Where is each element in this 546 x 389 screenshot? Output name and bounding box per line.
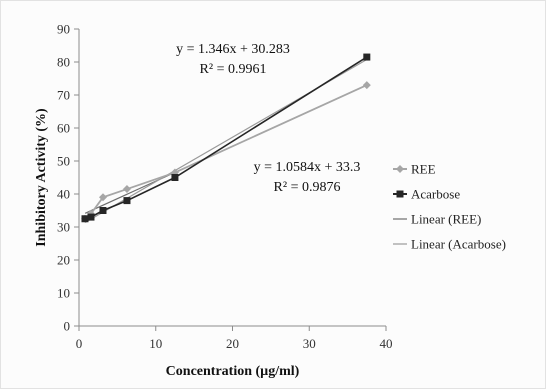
y-tick-label: 0 bbox=[64, 319, 71, 334]
legend-square-icon bbox=[396, 190, 404, 198]
x-tick-label: 0 bbox=[76, 336, 83, 351]
ree-trend-equation: y = 1.0584x + 33.3 bbox=[254, 160, 361, 175]
legend-label-linear-acarbose: Linear (Acarbose) bbox=[411, 237, 506, 252]
legend-diamond-icon bbox=[396, 165, 404, 173]
legend-label-linear-ree: Linear (REE) bbox=[411, 212, 481, 227]
y-tick-label: 30 bbox=[57, 220, 70, 235]
x-tick-label: 20 bbox=[226, 336, 239, 351]
legend-label-ree: REE bbox=[411, 162, 436, 177]
x-axis-title: Concentration (µg/ml) bbox=[166, 364, 300, 379]
x-tick-label: 30 bbox=[303, 336, 316, 351]
acarbose-trend-equation: y = 1.346x + 30.283 bbox=[176, 42, 290, 57]
acarbose-point bbox=[99, 207, 107, 214]
y-tick-label: 70 bbox=[57, 88, 70, 103]
y-tick-label: 80 bbox=[57, 55, 70, 70]
ree-point bbox=[98, 193, 107, 202]
x-tick-label: 10 bbox=[149, 336, 162, 351]
y-tick-label: 90 bbox=[57, 22, 70, 37]
y-axis-title: Inhibitory Activity (%) bbox=[34, 108, 49, 247]
legend: REE Acarbose Linear (REE) Linear (Acarbo… bbox=[393, 162, 506, 252]
legend-item-ree[interactable]: REE bbox=[393, 162, 436, 177]
tick-group: 0 10 20 30 40 50 60 70 80 90 0 10 20 30 40 bbox=[57, 22, 393, 352]
y-tick-label: 40 bbox=[57, 187, 70, 202]
acarbose-trend-r2: R² = 0.9961 bbox=[200, 62, 267, 77]
legend-item-linear-ree[interactable]: Linear (REE) bbox=[393, 212, 481, 227]
y-tick-label: 60 bbox=[57, 121, 70, 136]
ree-trend-r2: R² = 0.9876 bbox=[274, 180, 341, 195]
acarbose-point bbox=[363, 53, 371, 61]
y-tick-label: 50 bbox=[57, 154, 70, 169]
legend-item-linear-acarbose[interactable]: Linear (Acarbose) bbox=[393, 237, 506, 252]
x-tick-label: 40 bbox=[380, 336, 393, 351]
legend-item-acarbose[interactable]: Acarbose bbox=[393, 187, 460, 202]
acarbose-point bbox=[123, 197, 131, 205]
y-tick-label: 20 bbox=[57, 253, 70, 268]
y-tick-label: 10 bbox=[57, 286, 70, 301]
acarbose-point bbox=[81, 215, 89, 223]
series-group bbox=[80, 53, 371, 223]
acarbose-point bbox=[87, 213, 95, 221]
ree-point bbox=[122, 185, 131, 194]
acarbose-point bbox=[171, 174, 179, 181]
legend-label-acarbose: Acarbose bbox=[411, 187, 460, 202]
ree-point bbox=[362, 81, 371, 90]
